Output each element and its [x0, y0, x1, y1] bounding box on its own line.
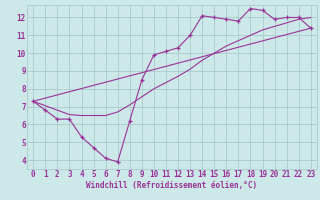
- X-axis label: Windchill (Refroidissement éolien,°C): Windchill (Refroidissement éolien,°C): [86, 181, 258, 190]
